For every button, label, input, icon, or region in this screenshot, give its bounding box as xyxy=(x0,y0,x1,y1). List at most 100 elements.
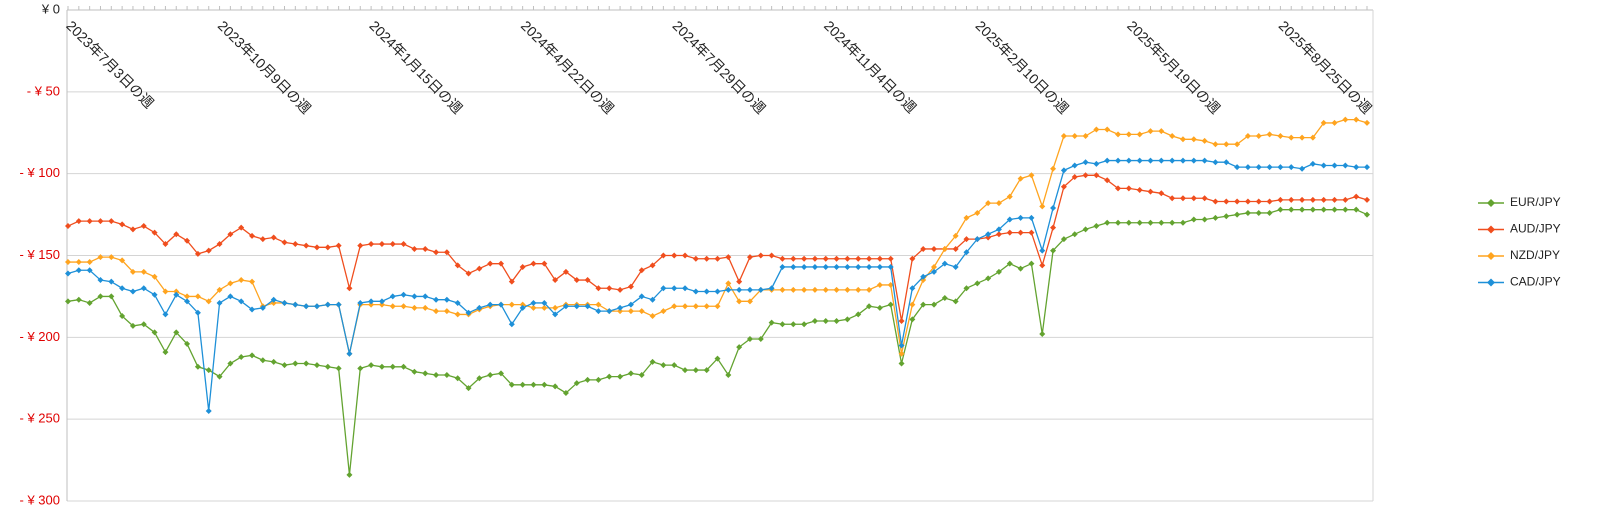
data-point xyxy=(1266,131,1273,138)
data-point xyxy=(660,285,667,292)
data-point xyxy=(1028,172,1035,179)
data-point xyxy=(1169,133,1176,140)
data-point xyxy=(692,303,699,310)
data-point xyxy=(1169,219,1176,226)
data-point xyxy=(411,368,418,375)
data-point xyxy=(963,249,970,256)
data-point xyxy=(443,296,450,303)
data-point xyxy=(757,335,764,342)
data-point xyxy=(97,254,104,261)
data-point xyxy=(963,236,970,243)
data-point xyxy=(985,275,992,282)
data-point xyxy=(1212,214,1219,221)
data-point xyxy=(1190,136,1197,143)
data-point xyxy=(1277,206,1284,213)
data-point xyxy=(736,298,743,305)
data-point xyxy=(1309,206,1316,213)
data-point xyxy=(249,306,256,313)
data-point xyxy=(1244,198,1251,205)
data-point xyxy=(790,263,797,270)
data-point xyxy=(1244,209,1251,216)
data-point xyxy=(1331,206,1338,213)
data-point xyxy=(1353,193,1360,200)
data-point xyxy=(108,293,115,300)
data-point xyxy=(1320,196,1327,203)
data-point xyxy=(1060,183,1067,190)
data-point xyxy=(866,286,873,293)
data-point xyxy=(346,285,353,292)
data-point xyxy=(876,263,883,270)
data-point xyxy=(1266,164,1273,171)
data-point xyxy=(378,241,385,248)
data-point xyxy=(920,245,927,252)
data-point xyxy=(584,277,591,284)
data-point xyxy=(476,375,483,382)
data-point xyxy=(1060,236,1067,243)
data-point xyxy=(1050,224,1057,231)
data-point xyxy=(194,363,201,370)
data-point xyxy=(952,298,959,305)
data-point xyxy=(1179,157,1186,164)
data-point xyxy=(1223,213,1230,220)
data-point xyxy=(995,268,1002,275)
data-point xyxy=(1288,196,1295,203)
data-point xyxy=(1266,209,1273,216)
data-point xyxy=(671,285,678,292)
data-point xyxy=(963,285,970,292)
data-point xyxy=(498,301,504,308)
data-point xyxy=(249,352,256,359)
data-point xyxy=(476,265,483,272)
data-point xyxy=(1017,175,1024,182)
data-point xyxy=(65,298,71,305)
data-point xyxy=(1147,219,1154,226)
data-point xyxy=(1028,260,1035,267)
data-point xyxy=(682,303,689,310)
data-point xyxy=(108,254,115,261)
data-point xyxy=(811,317,818,324)
data-point xyxy=(324,244,331,251)
data-point xyxy=(162,241,169,248)
data-point xyxy=(714,288,721,295)
data-point xyxy=(887,281,894,288)
data-point xyxy=(108,278,115,285)
data-point xyxy=(1277,133,1284,140)
data-point xyxy=(1190,195,1197,202)
data-point xyxy=(638,371,645,378)
data-point xyxy=(1288,164,1295,171)
data-point xyxy=(779,255,786,262)
data-point xyxy=(606,308,613,315)
data-point xyxy=(1320,119,1327,126)
data-point xyxy=(443,249,450,256)
data-point xyxy=(833,317,840,324)
data-point xyxy=(963,214,970,221)
data-point xyxy=(205,298,212,305)
data-point xyxy=(1104,157,1111,164)
data-point xyxy=(75,267,82,274)
data-point xyxy=(151,329,158,336)
data-point xyxy=(714,255,721,262)
data-point xyxy=(411,245,418,252)
data-point xyxy=(909,285,916,292)
data-point xyxy=(519,263,526,270)
x-tick-label: 2025年8月25日の週 xyxy=(1276,17,1375,116)
data-point xyxy=(703,255,710,262)
data-point xyxy=(541,304,548,311)
data-point xyxy=(530,381,537,388)
data-point xyxy=(660,308,667,315)
data-point xyxy=(1277,196,1284,203)
data-point xyxy=(108,218,115,225)
data-point xyxy=(378,363,385,370)
y-tick-label: - ¥ 250 xyxy=(20,411,60,426)
data-point xyxy=(173,231,180,238)
data-point xyxy=(833,286,840,293)
data-point xyxy=(768,252,775,259)
data-point xyxy=(617,373,624,380)
data-point xyxy=(270,234,277,241)
data-point xyxy=(400,363,407,370)
data-point xyxy=(1201,137,1208,144)
data-point xyxy=(97,293,104,300)
data-point xyxy=(433,249,440,256)
data-point xyxy=(876,281,883,288)
data-point xyxy=(1071,231,1078,238)
data-point xyxy=(1342,162,1349,169)
